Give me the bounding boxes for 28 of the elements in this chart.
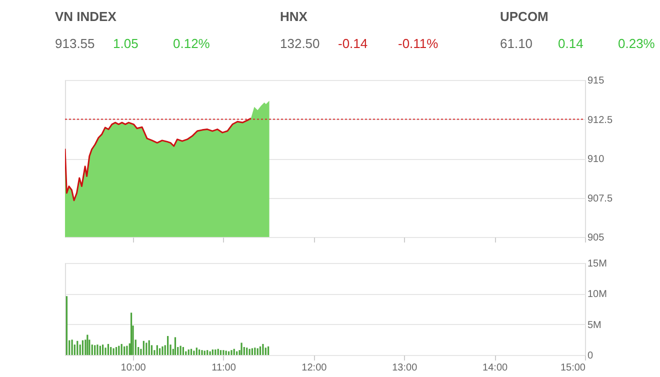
text: 132.50	[280, 36, 320, 51]
text: 0.23%	[618, 36, 656, 51]
text: 0.12%	[173, 36, 210, 51]
y-tick-label: 915	[588, 76, 605, 86]
text: 61.10	[500, 36, 533, 51]
y-tick-label: 910	[588, 154, 605, 165]
y-tick-label: 0	[588, 350, 594, 362]
text: UPCOM	[500, 9, 548, 24]
y-tick-label: 907.5	[588, 193, 613, 204]
x-tick-label: 14:00	[482, 362, 508, 374]
text: -0.11%	[398, 36, 439, 51]
text: VN INDEX	[55, 9, 117, 24]
text: 913.55	[55, 36, 95, 51]
text: 1.05	[113, 36, 138, 51]
x-tick-label: 10:00	[120, 362, 146, 374]
x-tick-label: 15:00	[560, 362, 586, 374]
text: HNX	[280, 9, 308, 24]
y-tick-label: 10M	[588, 289, 607, 300]
y-tick-label: 912.5	[588, 114, 613, 126]
text: -0.14	[338, 36, 368, 51]
x-tick-label: 12:00	[302, 362, 328, 374]
line-series	[65, 118, 252, 202]
y-tick-label: 15M	[588, 258, 607, 270]
x-tick-label: 13:00	[392, 362, 418, 374]
y-tick-label: 5M	[588, 320, 602, 331]
y-tick-label: 905	[588, 232, 605, 244]
text: 0.14	[558, 36, 584, 51]
x-tick-label: 11:00	[212, 362, 236, 374]
